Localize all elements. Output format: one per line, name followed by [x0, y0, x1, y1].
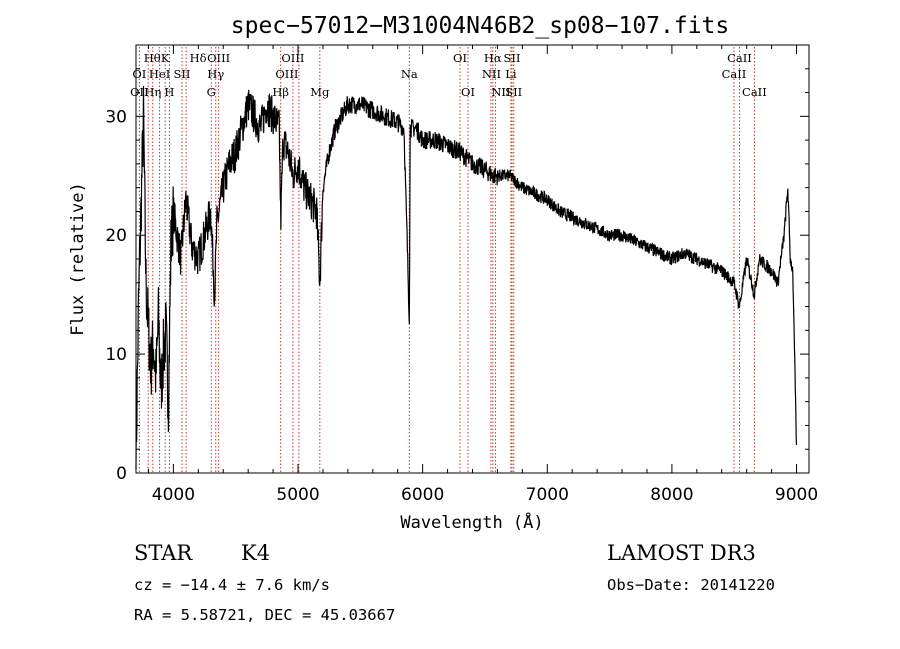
line-label-7: SII — [504, 51, 521, 65]
x-tick-label-7000: 7000 — [526, 485, 569, 505]
coordinates: RA = 5.58721, DEC = 45.03667 — [134, 606, 395, 624]
x-axis-ticks: 4000 5000 6000 7000 8000 9000 — [147, 45, 818, 505]
line-label-13: OIII — [275, 67, 298, 81]
line-label-8: CaII — [727, 51, 752, 65]
plot-frame — [135, 44, 810, 474]
x-axis-label: Wavelength (Å) — [400, 511, 543, 533]
line-label-10: HeI — [149, 67, 170, 81]
survey-name: LAMOST DR3 — [607, 541, 756, 565]
line-label-27: CaII — [742, 85, 767, 99]
y-tick-label-30: 30 — [105, 107, 127, 127]
line-label-17: CaII — [722, 67, 747, 81]
y-axis-label: Flux (relative) — [68, 182, 88, 336]
line-label-14: Na — [401, 67, 418, 81]
line-label-5: OI — [453, 51, 467, 65]
line-label-11: SII — [174, 67, 191, 81]
y-tick-label-20: 20 — [105, 226, 127, 246]
line-label-15: NII — [482, 67, 501, 81]
line-label-3: OIII — [207, 51, 230, 65]
object-class: STAR — [134, 541, 193, 565]
chart-title: spec−57012−M31004N46B2_sp08−107.fits — [231, 13, 730, 39]
object-subclass: K4 — [241, 541, 270, 565]
line-label-16: Li — [505, 67, 517, 81]
line-label-4: OIII — [281, 51, 304, 65]
x-tick-label-9000: 9000 — [775, 485, 818, 505]
line-label-1: K — [161, 51, 170, 65]
x-tick-label-8000: 8000 — [650, 485, 693, 505]
observation-date: Obs−Date: 20141220 — [607, 576, 775, 594]
line-label-23: Mg — [310, 85, 330, 99]
y-tick-label-0: 0 — [116, 464, 127, 484]
line-label-25: NII — [491, 85, 510, 99]
emission-line-markers — [138, 47, 755, 473]
redshift-value: cz = −14.4 ± 7.6 km/s — [134, 576, 330, 594]
line-label-21: G — [207, 85, 216, 99]
line-label-0: Hθ — [144, 51, 161, 65]
spectrum-line — [135, 86, 798, 470]
line-label-24: OI — [461, 85, 475, 99]
line-label-19: Hη — [144, 85, 161, 99]
x-tick-label-6000: 6000 — [401, 485, 444, 505]
y-axis-ticks: 0 10 20 30 — [105, 68, 809, 484]
line-label-22: Hβ — [272, 85, 289, 99]
line-label-6: Hα — [484, 51, 502, 65]
line-label-20: H — [164, 85, 174, 99]
x-tick-label-4000: 4000 — [152, 485, 195, 505]
x-tick-label-5000: 5000 — [276, 485, 319, 505]
y-tick-label-10: 10 — [105, 345, 127, 365]
line-label-2: Hδ — [190, 51, 207, 65]
line-label-26: SII — [505, 85, 522, 99]
line-label-12: Hγ — [207, 67, 224, 81]
